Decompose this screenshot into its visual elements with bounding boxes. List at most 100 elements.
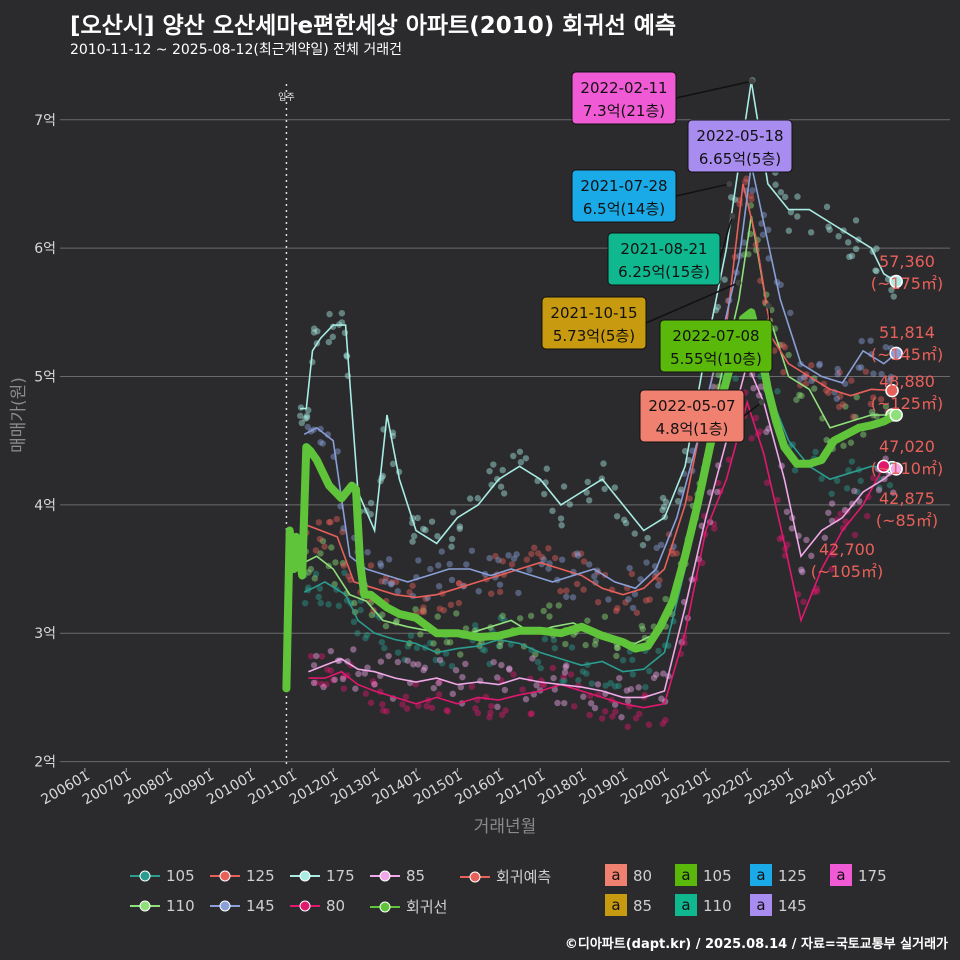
scatter-point <box>413 644 421 652</box>
scatter-point <box>882 403 890 410</box>
legend-item-105: 105 <box>130 866 195 885</box>
scatter-point <box>820 380 828 388</box>
scatter-point <box>785 227 793 234</box>
scatter-point <box>455 579 463 587</box>
scatter-point <box>378 639 386 646</box>
scatter-point <box>602 708 609 715</box>
scatter-point <box>587 700 595 707</box>
legend-fill-item-105: a 105 <box>675 864 732 886</box>
scatter-point <box>468 547 476 554</box>
scatter-point <box>297 404 305 411</box>
scatter-point <box>638 622 646 630</box>
scatter-point <box>338 319 346 326</box>
scatter-point <box>878 370 885 378</box>
scatter-point <box>873 245 880 252</box>
scatter-point <box>800 373 808 381</box>
scatter-point <box>629 604 637 612</box>
chart-subtitle: 2010-11-12 ~ 2025-08-12(최근계약일) 전체 거래건 <box>70 42 402 58</box>
legend-label: 80 <box>326 896 346 915</box>
series-end-point-80 <box>877 459 891 474</box>
scatter-point <box>362 690 370 697</box>
scatter-point <box>510 671 517 678</box>
scatter-point <box>471 622 479 629</box>
scatter-point <box>490 461 497 468</box>
scatter-point <box>303 414 311 421</box>
scatter-point <box>317 599 324 607</box>
scatter-point <box>618 713 625 721</box>
scatter-point <box>362 634 369 642</box>
scatter-point <box>379 611 386 618</box>
scatter-point <box>681 447 689 455</box>
scatter-point <box>586 561 593 568</box>
callout-point <box>765 302 772 309</box>
scatter-point <box>582 641 589 649</box>
legend-label: 회귀선 <box>406 898 448 916</box>
series-end-point-175 <box>889 274 903 289</box>
scatter-point <box>488 702 495 710</box>
scatter-point <box>566 501 574 508</box>
scatter-point <box>873 267 880 275</box>
callout-price: 5.55억(10층) <box>670 350 762 368</box>
scatter-point <box>615 682 622 690</box>
scatter-point <box>498 661 505 669</box>
scatter-point <box>499 558 507 565</box>
scatter-point <box>327 518 334 526</box>
series-line-175 <box>300 81 897 545</box>
legend-item-110: 110 <box>130 896 195 915</box>
scatter-point <box>816 360 823 368</box>
scatter-point <box>412 606 419 613</box>
scatter-point <box>642 597 650 604</box>
scatter-point <box>727 194 735 201</box>
scatter-point <box>420 666 427 674</box>
scatter-point <box>798 566 805 573</box>
scatter-point <box>642 683 649 691</box>
legend-fill-item-145: a 145 <box>750 894 807 916</box>
scatter-point <box>367 511 374 518</box>
scatter-point <box>457 651 464 658</box>
y-axis-title: 매매가(원) <box>9 377 29 453</box>
scatter-point <box>341 569 348 577</box>
scatter-point <box>412 680 420 688</box>
scatter-point <box>839 524 847 532</box>
scatter-point <box>851 487 858 495</box>
scatter-point <box>742 178 749 186</box>
scatter-point <box>632 715 640 722</box>
scatter-point <box>774 388 781 395</box>
scatter-point <box>825 389 832 396</box>
scatter-point <box>624 723 631 731</box>
scatter-point <box>350 646 357 653</box>
scatter-point <box>546 602 553 609</box>
scatter-point <box>338 310 346 317</box>
scatter-point <box>870 394 877 401</box>
scatter-point <box>848 458 856 465</box>
scatter-point <box>886 482 894 489</box>
scatter-point <box>380 707 387 714</box>
scatter-point <box>876 484 883 492</box>
scatter-point <box>659 720 667 727</box>
legend-fill-label: 105 <box>703 866 732 885</box>
y-tick-label: 6억 <box>34 241 56 257</box>
scatter-point <box>787 309 794 317</box>
scatter-point <box>818 475 825 482</box>
scatter-point <box>315 593 322 601</box>
scatter-point <box>459 673 466 681</box>
scatter-point <box>658 695 665 702</box>
legend-item-회귀선: 회귀선 <box>370 896 447 917</box>
series-line-85 <box>308 361 897 699</box>
scatter-point <box>711 383 718 391</box>
regression-end-point <box>889 408 903 422</box>
scatter-point <box>516 615 524 622</box>
scatter-point <box>607 679 614 687</box>
scatter-point <box>779 341 786 349</box>
scatter-point <box>435 582 443 590</box>
scatter-point <box>313 652 320 660</box>
y-tick-label: 7억 <box>34 113 56 129</box>
series-end-point-145 <box>889 346 903 361</box>
scatter-point <box>446 560 453 568</box>
scatter-point <box>850 413 857 420</box>
scatter-point <box>845 467 852 474</box>
scatter-point <box>428 704 436 712</box>
legend-swatch <box>210 900 240 911</box>
callout-price: 5.73억(5층) <box>553 327 635 345</box>
scatter-point <box>410 532 418 540</box>
